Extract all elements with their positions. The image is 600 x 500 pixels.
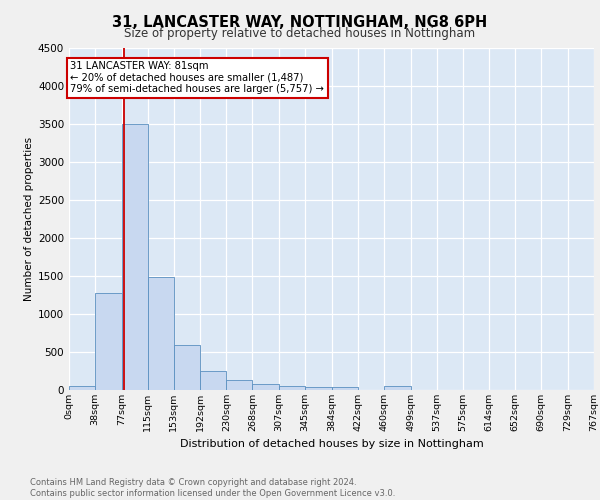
Bar	[174, 345, 200, 390]
Bar	[122, 124, 148, 390]
Bar	[95, 292, 122, 390]
Text: Contains HM Land Registry data © Crown copyright and database right 2024.
Contai: Contains HM Land Registry data © Crown c…	[30, 478, 395, 498]
Text: 31 LANCASTER WAY: 81sqm
← 20% of detached houses are smaller (1,487)
79% of semi: 31 LANCASTER WAY: 81sqm ← 20% of detache…	[70, 61, 324, 94]
Y-axis label: Number of detached properties: Number of detached properties	[24, 136, 34, 301]
Bar	[148, 278, 174, 390]
Bar	[200, 371, 226, 390]
Bar	[332, 387, 358, 390]
X-axis label: Distribution of detached houses by size in Nottingham: Distribution of detached houses by size …	[179, 440, 484, 450]
Text: Size of property relative to detached houses in Nottingham: Size of property relative to detached ho…	[124, 28, 476, 40]
Bar	[305, 387, 332, 390]
Bar	[226, 380, 253, 390]
Text: 31, LANCASTER WAY, NOTTINGHAM, NG8 6PH: 31, LANCASTER WAY, NOTTINGHAM, NG8 6PH	[112, 15, 488, 30]
Bar	[69, 386, 95, 390]
Bar	[253, 384, 279, 390]
Bar	[384, 386, 410, 390]
Bar	[279, 386, 305, 390]
